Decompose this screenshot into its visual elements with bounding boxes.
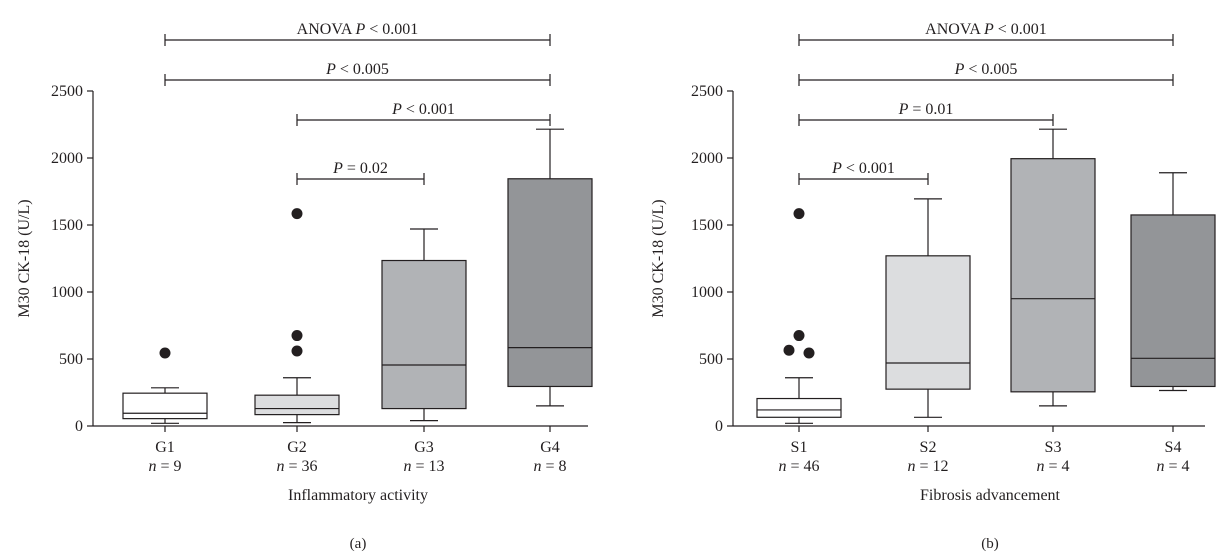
box-g3: [381, 259, 467, 410]
y-tick-label: 1000: [691, 284, 723, 301]
y-tick-label: 2000: [691, 150, 723, 167]
outlier-point: [291, 208, 303, 220]
box-g4: [507, 178, 593, 388]
box-s4: [1130, 214, 1216, 388]
sample-size-label: n = 9: [148, 458, 181, 475]
x-tick-label: G4: [540, 439, 560, 456]
box-s3: [1010, 158, 1096, 393]
chart-panel-a: 0 500 1000 1500 2000 2500 M30 CK-18 (U/L) G1 n =…: [16, 21, 593, 552]
box-s1: [756, 397, 842, 418]
y-tick-label: 500: [699, 351, 723, 368]
comparison-label: P < 0.005: [954, 61, 1018, 78]
sample-size-label: n = 36: [276, 458, 317, 475]
sample-size-label: n = 4: [1156, 458, 1189, 475]
sample-size-label: n = 4: [1036, 458, 1069, 475]
comparison-label: P < 0.001: [391, 101, 455, 118]
sample-size-label: n = 13: [403, 458, 444, 475]
x-axis-label: Inflammatory activity: [288, 487, 428, 504]
chart-panel-b: 0 500 1000 1500 2000 2500 M30 CK-18 (U/L) S1 n =…: [650, 21, 1216, 552]
outlier-point: [803, 347, 815, 359]
x-tick-label: S4: [1165, 439, 1182, 456]
comparison-label: P = 0.01: [898, 101, 954, 118]
x-tick-label: S1: [791, 439, 808, 456]
y-tick-label: 1000: [51, 284, 83, 301]
outlier-point: [291, 330, 303, 342]
comparison-label: P = 0.02: [332, 160, 388, 177]
y-tick-label: 0: [715, 418, 723, 435]
y-tick-label: 0: [75, 418, 83, 435]
y-axis-label: M30 CK-18 (U/L): [650, 199, 667, 317]
outlier-point: [783, 344, 795, 356]
outlier-point: [793, 208, 805, 220]
y-axis-label: M30 CK-18 (U/L): [16, 199, 33, 317]
comparison-label: P < 0.005: [325, 61, 389, 78]
sample-size-label: n = 8: [533, 458, 566, 475]
y-tick-label: 2500: [51, 83, 83, 100]
x-tick-label: G1: [155, 439, 175, 456]
comparison-label: ANOVA P < 0.001: [297, 21, 419, 38]
y-tick-label: 2000: [51, 150, 83, 167]
sample-size-label: n = 46: [778, 458, 819, 475]
x-tick-label: G3: [414, 439, 434, 456]
outlier-point: [291, 345, 303, 357]
sample-size-label: n = 12: [907, 458, 948, 475]
box-g1: [122, 392, 208, 420]
y-tick-label: 1500: [691, 217, 723, 234]
y-tick-label: 1500: [51, 217, 83, 234]
y-tick-label: 500: [59, 351, 83, 368]
comparison-label: ANOVA P < 0.001: [925, 21, 1047, 38]
outlier-point: [793, 330, 805, 342]
panel-label: (b): [981, 536, 999, 552]
x-axis-label: Fibrosis advancement: [920, 487, 1061, 504]
x-tick-label: S2: [920, 439, 937, 456]
x-tick-label: G2: [287, 439, 307, 456]
box-s2: [885, 255, 971, 390]
x-tick-label: S3: [1045, 439, 1062, 456]
panel-label: (a): [350, 536, 367, 552]
box-g2: [254, 394, 340, 416]
y-tick-label: 2500: [691, 83, 723, 100]
comparison-label: P < 0.001: [831, 160, 895, 177]
outlier-point: [159, 347, 171, 359]
